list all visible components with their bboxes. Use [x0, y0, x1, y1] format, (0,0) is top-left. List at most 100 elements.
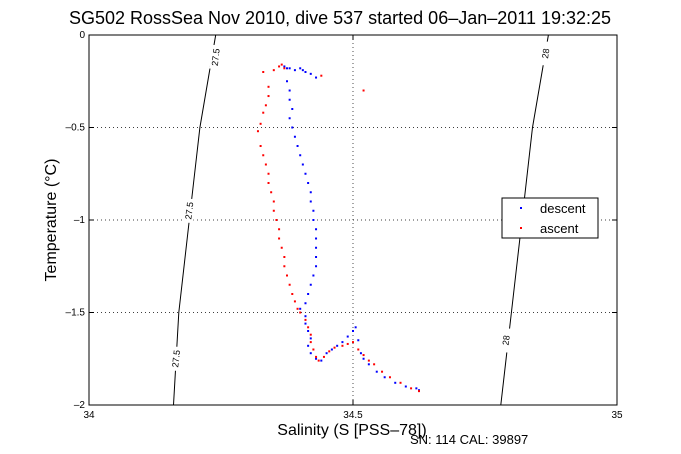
data-point-ascent [275, 219, 278, 221]
data-point-descent [301, 69, 304, 72]
data-point-descent [304, 172, 307, 175]
data-point-descent [367, 363, 370, 366]
data-point-ascent [291, 293, 294, 295]
data-point-descent [315, 256, 318, 258]
data-point-descent [307, 344, 310, 347]
data-point-ascent [267, 182, 270, 184]
data-point-descent [315, 228, 318, 231]
data-point-ascent [259, 122, 262, 125]
data-point-descent [357, 339, 360, 342]
data-point-ascent [270, 191, 273, 194]
x-tick-label: 34 [83, 410, 95, 421]
data-point-ascent [288, 283, 291, 286]
contour-label-mask [169, 346, 183, 372]
data-point-descent [301, 163, 304, 166]
data-series [256, 63, 420, 393]
data-point-ascent [278, 65, 281, 68]
data-point-ascent [312, 348, 315, 351]
data-point-descent [415, 387, 418, 390]
y-tick-label: 0 [79, 30, 85, 41]
contour-label: 28 [540, 48, 551, 59]
data-point-ascent [280, 246, 283, 249]
contour-label-mask [499, 327, 513, 353]
data-point-ascent [267, 172, 270, 175]
data-point-descent [304, 71, 307, 73]
data-point-descent [352, 330, 354, 332]
data-point-descent [309, 337, 312, 340]
contour-label: 27.5 [170, 349, 182, 368]
contour-label: 27.5 [210, 48, 222, 67]
y-tick-label: –2 [74, 400, 86, 411]
data-point-ascent [262, 154, 265, 157]
data-point-ascent [418, 390, 420, 393]
data-point-descent [315, 246, 318, 249]
data-point-ascent [283, 67, 286, 70]
density-contours: 27.5 27.5 27.5 28 28 [169, 34, 553, 406]
data-point-ascent [278, 228, 281, 231]
data-point-ascent [256, 130, 259, 133]
data-point-ascent [272, 209, 275, 212]
data-point-ascent [315, 355, 318, 358]
legend-box [501, 197, 599, 239]
legend-label-descent: descent [540, 201, 586, 216]
legend: descent ascent [501, 197, 599, 239]
data-point-ascent [367, 359, 370, 362]
x-tick-label: 35 [611, 410, 623, 421]
data-point-ascent [286, 274, 288, 277]
data-point-ascent [299, 311, 302, 314]
data-point-ascent [272, 69, 275, 72]
data-point-descent [299, 67, 302, 70]
data-point-descent [320, 359, 323, 362]
data-point-descent [336, 344, 339, 347]
data-point-descent [288, 98, 291, 101]
legend-label-ascent: ascent [540, 221, 579, 236]
data-point-ascent [373, 363, 376, 366]
y-axis-label: Temperature (°C) [43, 159, 60, 282]
data-point-descent [307, 182, 310, 184]
data-point-ascent [264, 163, 267, 166]
data-point-descent [394, 381, 397, 384]
data-point-descent [312, 274, 315, 277]
contour-label-mask [209, 44, 223, 70]
data-point-descent [291, 126, 294, 129]
data-point-descent [307, 293, 310, 295]
data-point-ascent [283, 256, 286, 258]
data-point-descent [315, 265, 318, 268]
axis-ticks: 34 34.5 35 0 –0.5 –1 –1.5 –2 [66, 30, 623, 421]
data-point-ascent [293, 300, 296, 303]
data-point-ascent [307, 326, 310, 329]
data-point-ascent [328, 350, 331, 353]
contour-label: 27.5 [183, 201, 195, 220]
chart-title: SG502 RossSea Nov 2010, dive 537 started… [69, 8, 611, 28]
data-point-descent [291, 108, 294, 110]
x-axis-label: Salinity (S [PSS–78]) [277, 422, 426, 439]
data-point-ascent [304, 318, 307, 321]
data-point-descent [288, 89, 291, 92]
data-point-descent [383, 376, 386, 379]
data-point-descent [309, 352, 312, 355]
data-point-descent [375, 370, 378, 373]
data-point-descent [286, 67, 288, 70]
data-point-descent [354, 326, 357, 329]
data-point-ascent [309, 341, 312, 344]
data-point-descent [341, 341, 344, 344]
data-point-descent [325, 352, 328, 355]
data-point-descent [362, 357, 365, 360]
data-point-descent [312, 219, 315, 221]
data-point-ascent [362, 354, 365, 357]
data-point-descent [304, 302, 307, 305]
data-point-ascent [259, 145, 262, 147]
y-tick-label: –0.5 [66, 123, 86, 134]
data-point-ascent [262, 71, 265, 73]
data-point-descent [315, 357, 318, 360]
data-point-ascent [283, 265, 286, 268]
data-point-ascent [296, 307, 299, 310]
data-point-descent [299, 307, 302, 310]
data-point-ascent [278, 237, 281, 240]
data-point-ascent [280, 63, 283, 66]
y-tick-label: –1.5 [66, 308, 86, 319]
x-tick-label: 34.5 [343, 410, 363, 421]
data-point-descent [330, 348, 333, 351]
data-point-descent [307, 330, 310, 332]
